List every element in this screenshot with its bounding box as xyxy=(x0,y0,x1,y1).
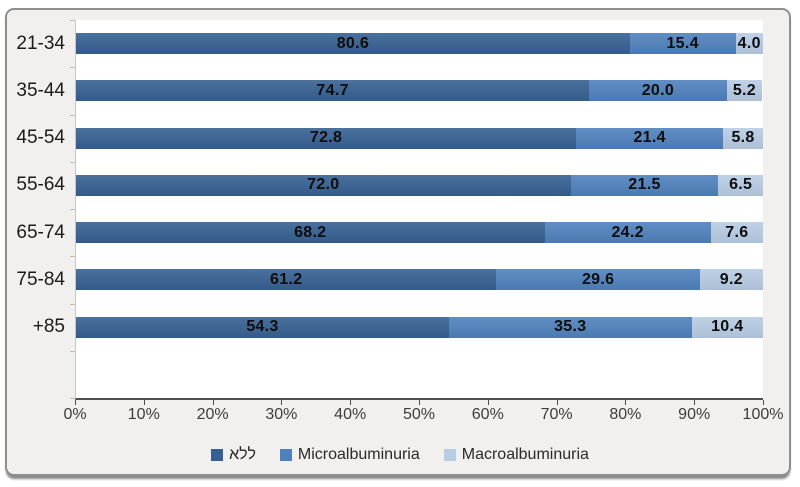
x-axis-tick-label: 40% xyxy=(334,406,367,423)
bar-value-label: 35.3 xyxy=(554,318,587,336)
legend-label: Microalbuminuria xyxy=(297,446,420,463)
x-axis-tick-label: 90% xyxy=(678,406,711,423)
bar-segment-series-2: 29.6 xyxy=(496,269,700,291)
bar-value-label: 68.2 xyxy=(294,223,327,241)
bar-value-label: 7.6 xyxy=(725,223,749,241)
bar-value-label: 5.8 xyxy=(731,129,755,147)
x-axis-tick xyxy=(212,400,214,405)
bar-row: 74.7 20.0 5.2 xyxy=(76,80,763,102)
y-axis-label: 21-34 xyxy=(16,32,65,54)
legend: ללא Microalbuminuria Macroalbuminuria xyxy=(0,446,800,464)
x-axis-tick xyxy=(487,400,489,405)
bar-segment-series-1: 68.2 xyxy=(76,222,545,244)
bar-segment-series-3: 4.0 xyxy=(735,33,763,55)
bar-segment-series-3: 7.6 xyxy=(710,222,763,244)
bar-value-label: 29.6 xyxy=(581,270,615,288)
bar-value-label: 74.7 xyxy=(316,81,349,99)
bar-segment-series-2: 20.0 xyxy=(589,80,727,102)
bar-segment-series-1: 80.6 xyxy=(76,33,630,55)
bar-segment-series-1: 72.8 xyxy=(76,127,577,149)
y-axis-tick xyxy=(70,256,75,258)
bar-value-label: 5.2 xyxy=(732,81,757,99)
bar-row: 80.6 15.4 4.0 xyxy=(76,33,763,55)
bar-value-label: 10.4 xyxy=(711,318,744,336)
x-axis-tick xyxy=(75,400,76,405)
bar-segment-series-2: 21.4 xyxy=(576,127,724,149)
y-axis-label: 55-64 xyxy=(16,174,65,196)
bar-value-label: 9.2 xyxy=(719,270,743,288)
x-axis-tick xyxy=(143,400,145,405)
bar-segment-series-2: 24.2 xyxy=(544,222,711,244)
bar-value-label: 4.0 xyxy=(737,34,761,52)
bar-row: 61.2 29.6 9.2 xyxy=(76,269,763,291)
y-axis-label: +85 xyxy=(32,316,65,338)
bar-segment-series-2: 15.4 xyxy=(629,33,736,55)
legend-swatch-icon xyxy=(443,449,456,461)
x-axis-tick xyxy=(625,400,627,405)
x-axis-tick xyxy=(694,400,696,405)
y-axis-label: 35-44 xyxy=(16,79,65,101)
bar-value-label: 6.5 xyxy=(729,176,753,194)
bar-segment-series-3: 5.8 xyxy=(723,127,763,149)
legend-item: ללא xyxy=(211,446,256,464)
bar-segment-series-2: 21.5 xyxy=(570,174,719,196)
legend-label: Macroalbuminuria xyxy=(461,446,589,463)
bar-row: 72.0 21.5 6.5 xyxy=(76,174,763,196)
x-axis-tick-label: 100% xyxy=(742,406,784,423)
bar-segment-series-3: 10.4 xyxy=(691,316,763,338)
legend-item: Macroalbuminuria xyxy=(443,446,589,464)
bar-value-label: 80.6 xyxy=(336,34,370,52)
x-axis-tick xyxy=(556,400,558,405)
x-axis-tick xyxy=(763,400,764,405)
x-axis-tick-label: 0% xyxy=(63,406,87,423)
bar-segment-series-2: 35.3 xyxy=(449,316,692,338)
x-axis-tick xyxy=(419,400,420,405)
y-axis-label: 65-74 xyxy=(16,221,65,243)
bar-segment-series-1: 61.2 xyxy=(76,269,497,291)
x-axis-tick-label: 50% xyxy=(402,406,436,423)
x-axis-tick-label: 80% xyxy=(609,406,642,423)
bar-value-label: 72.8 xyxy=(309,129,343,147)
bar-segment-series-1: 54.3 xyxy=(76,316,450,338)
x-axis-tick-label: 20% xyxy=(196,406,229,423)
bar-value-label: 15.4 xyxy=(666,34,699,52)
legend-swatch-icon xyxy=(279,449,292,461)
y-axis-tick xyxy=(70,303,75,305)
y-axis-tick xyxy=(70,161,75,163)
y-axis-label: 75-84 xyxy=(16,268,65,290)
legend-label: ללא xyxy=(229,446,256,463)
bar-value-label: 20.0 xyxy=(641,81,675,99)
x-axis-tick xyxy=(281,400,283,405)
bar-row: 72.8 21.4 5.8 xyxy=(76,127,763,149)
bar-row: 68.2 24.2 7.6 xyxy=(76,222,763,244)
x-axis-tick-label: 10% xyxy=(127,406,160,423)
bar-segment-series-3: 6.5 xyxy=(718,174,763,196)
y-axis-tick xyxy=(70,114,75,116)
y-axis-tick xyxy=(70,398,75,399)
bar-value-label: 21.4 xyxy=(633,129,666,147)
bar-value-label: 54.3 xyxy=(246,318,279,336)
bar-value-label: 61.2 xyxy=(270,270,303,288)
y-axis-tick xyxy=(70,20,75,21)
x-axis-tick xyxy=(350,400,352,405)
legend-item: Microalbuminuria xyxy=(279,446,420,464)
x-axis-tick-label: 30% xyxy=(265,406,298,423)
y-axis-tick xyxy=(70,67,75,69)
x-axis-tick-label: 60% xyxy=(471,406,504,423)
bar-value-label: 21.5 xyxy=(628,176,661,194)
bar-segment-series-3: 5.2 xyxy=(726,80,763,102)
y-axis-tick xyxy=(70,350,75,352)
y-axis-tick xyxy=(70,209,75,210)
bar-segment-series-1: 72.0 xyxy=(76,174,571,196)
x-axis-tick-label: 70% xyxy=(540,406,573,423)
bar-row: 54.3 35.3 10.4 xyxy=(76,316,763,338)
bar-segment-series-3: 9.2 xyxy=(699,269,763,291)
y-axis-label: 45-54 xyxy=(16,127,65,149)
bar-segment-series-1: 74.7 xyxy=(76,80,590,102)
legend-swatch-icon xyxy=(211,449,224,461)
bar-value-label: 24.2 xyxy=(611,223,644,241)
plot-area: 80.6 15.4 4.0 74.7 20.0 5.2 72.8 21.4 5.8 72.0 21.… xyxy=(75,20,763,400)
bar-value-label: 72.0 xyxy=(307,176,340,194)
